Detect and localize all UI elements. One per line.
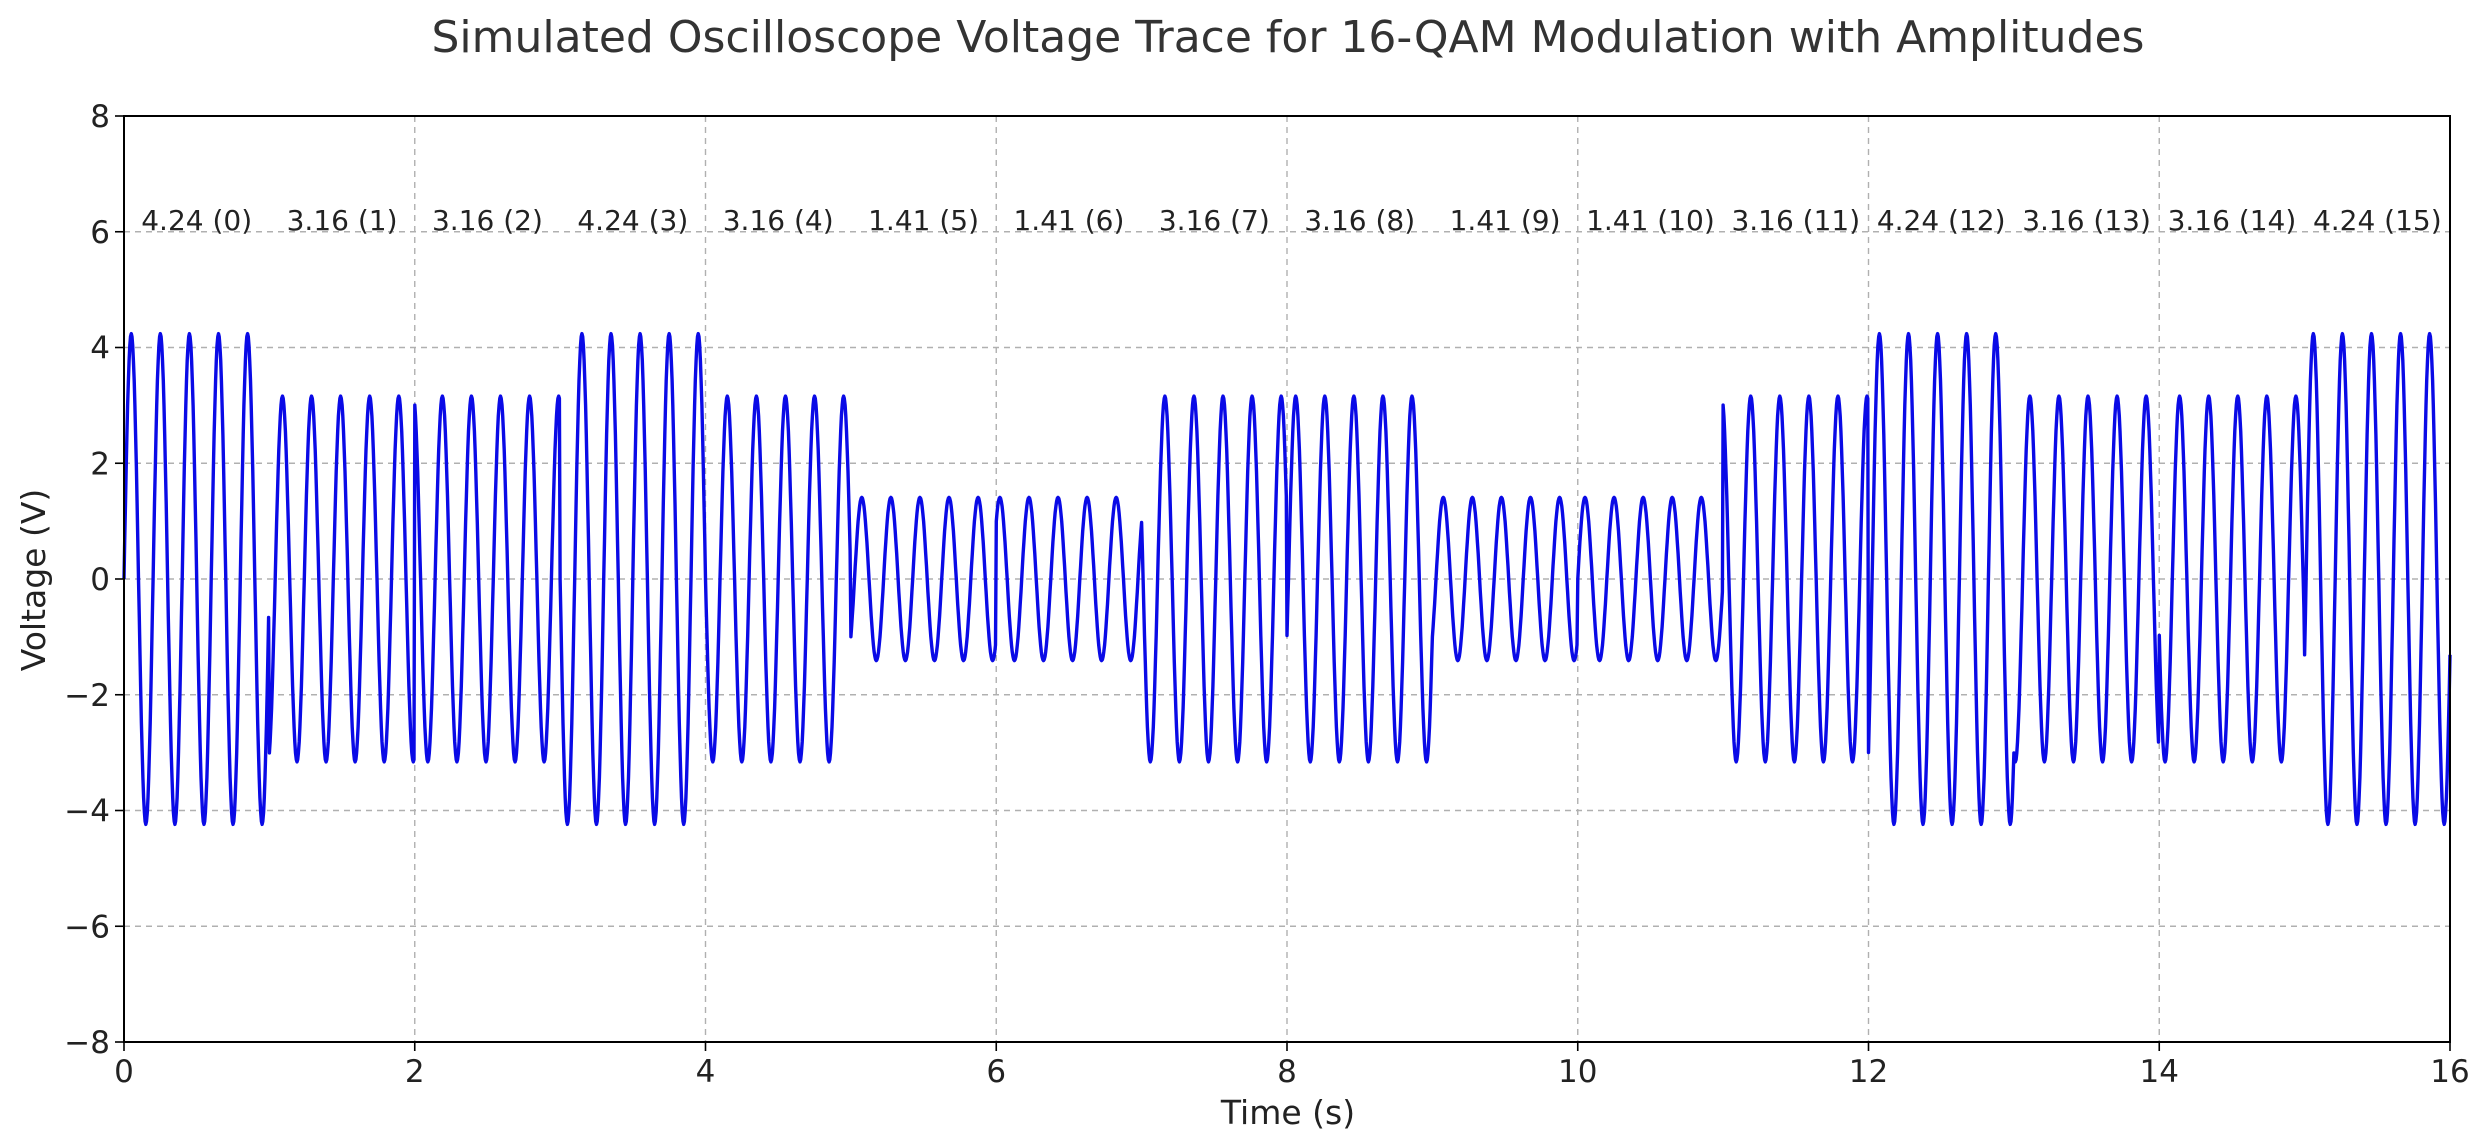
- amplitude-annotation: 3.16 (1): [287, 204, 398, 237]
- amplitude-annotation: 1.41 (5): [868, 204, 979, 237]
- axes: 0 2 4 6 8 10 12 14 16 −8 −6 −4 −2 0 2 4 6 8: [64, 99, 2469, 1090]
- amplitude-annotation: 1.41 (6): [1013, 204, 1124, 237]
- y-tick-label: −6: [64, 909, 110, 945]
- plot-frame: [123, 115, 2451, 1043]
- x-tick-label: 2: [405, 1054, 425, 1090]
- amplitude-annotation: 4.24 (3): [577, 204, 688, 237]
- amplitude-annotation: 4.24 (15): [2313, 204, 2442, 237]
- y-tick-label: −8: [64, 1025, 110, 1061]
- amplitude-annotation: 1.41 (10): [1586, 204, 1715, 237]
- x-tick-label: 6: [986, 1054, 1006, 1090]
- amplitude-annotation: 3.16 (8): [1304, 204, 1415, 237]
- x-tick-label: 14: [2140, 1054, 2179, 1090]
- chart-title: Simulated Oscilloscope Voltage Trace for…: [432, 12, 2145, 63]
- amplitude-annotations: 4.24 (0) 3.16 (1) 3.16 (2) 4.24 (3) 3.16 (4)…: [141, 204, 2441, 237]
- amplitude-annotation: 3.16 (11): [1731, 204, 1860, 237]
- x-tick-label: 0: [114, 1054, 134, 1090]
- y-tick-label: 4: [90, 331, 110, 367]
- trace-area: [122, 331, 2452, 827]
- amplitude-annotation: 3.16 (14): [2168, 204, 2297, 237]
- y-tick-label: 6: [90, 215, 110, 251]
- x-tick-label: 10: [1558, 1054, 1597, 1090]
- amplitude-annotation: 3.16 (7): [1159, 204, 1270, 237]
- x-axis-label: Time (s): [1220, 1093, 1355, 1132]
- y-tick-label: 0: [90, 562, 110, 598]
- x-tick-label: 12: [1849, 1054, 1888, 1090]
- y-tick-label: 8: [90, 99, 110, 135]
- x-tick-label: 16: [2430, 1054, 2469, 1090]
- y-tick-label: −2: [64, 678, 110, 714]
- amplitude-annotation: 3.16 (4): [723, 204, 834, 237]
- amplitude-annotation: 3.16 (13): [2022, 204, 2151, 237]
- y-tick-label: −4: [64, 794, 110, 830]
- y-tick-label: 2: [90, 446, 110, 482]
- x-tick-label: 4: [696, 1054, 716, 1090]
- amplitude-annotation: 4.24 (12): [1877, 204, 2006, 237]
- y-axis-label: Voltage (V): [14, 489, 53, 672]
- x-tick-label: 8: [1277, 1054, 1297, 1090]
- amplitude-annotation: 3.16 (2): [432, 204, 543, 237]
- amplitude-annotation: 4.24 (0): [141, 204, 252, 237]
- amplitude-annotation: 1.41 (9): [1450, 204, 1561, 237]
- voltage-trace-line: [122, 331, 2452, 827]
